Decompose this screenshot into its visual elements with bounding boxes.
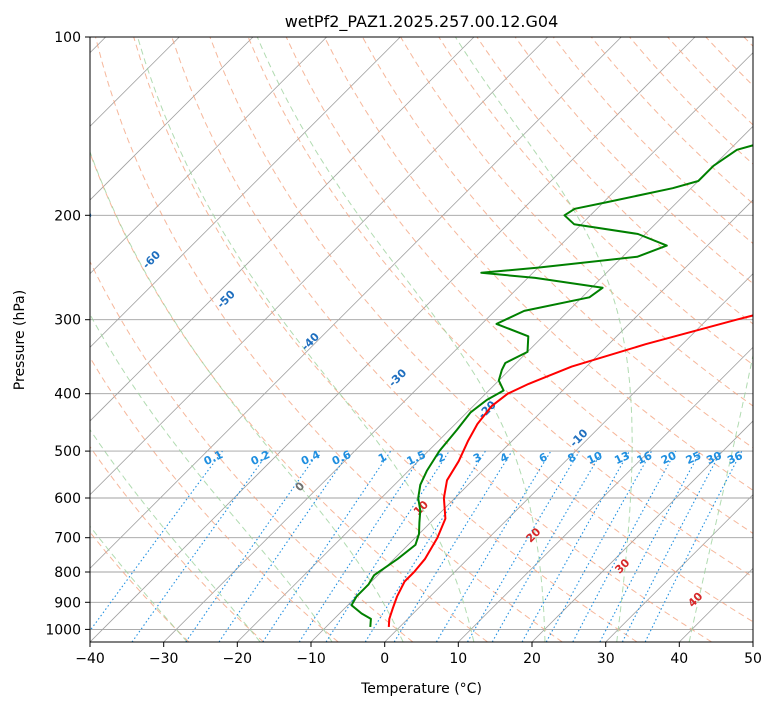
x-tick-label: 20 — [523, 651, 541, 667]
dry-adiabat-line — [209, 37, 753, 623]
y-tick-label: 500 — [54, 444, 81, 460]
isotherm-line — [90, 37, 254, 201]
x-tick-label: 50 — [744, 651, 762, 667]
y-tick-label: 100 — [54, 30, 81, 46]
mixing-ratio-label: 30 — [704, 449, 724, 467]
mixing-ratio-label: 36 — [725, 449, 745, 467]
mixing-ratio-line — [572, 450, 677, 642]
isotherm-line — [605, 494, 753, 642]
x-tick-label: 30 — [597, 651, 615, 667]
dry-adiabat-line — [476, 37, 753, 325]
y-tick-label: 1000 — [45, 622, 81, 638]
dry-adiabat-line — [323, 37, 753, 491]
moist-adiabat-line — [688, 352, 753, 642]
dry-adiabat-line — [133, 37, 638, 642]
background-lines — [90, 37, 753, 642]
profile-series — [350, 144, 753, 627]
mixing-ratio-label: 16 — [635, 449, 655, 467]
x-tick-label: −30 — [149, 651, 179, 667]
mixing-ratio-label: 20 — [659, 449, 679, 467]
mixing-ratio-line — [644, 450, 743, 642]
y-axis: 100 200 300 400 500 600 700 800 900 1000 — [45, 30, 90, 638]
moist-adiabat-line — [90, 150, 404, 642]
moist-adiabat-line — [90, 313, 333, 642]
isotherm-line — [90, 37, 475, 422]
dry-adiabat-line — [247, 37, 753, 578]
moist-adiabat-line — [90, 525, 188, 642]
y-tick-label: 300 — [54, 313, 81, 329]
mixing-ratio-line — [131, 450, 270, 642]
isotherm-line — [90, 37, 548, 496]
dry-adiabat-line — [90, 356, 339, 642]
y-tick-label: 400 — [54, 387, 81, 403]
x-tick-label: −20 — [223, 651, 253, 667]
isotherm-line — [90, 37, 401, 348]
x-tick-label: −40 — [75, 651, 105, 667]
y-tick-label: 200 — [54, 208, 81, 224]
y-tick-label: 900 — [54, 595, 81, 611]
isotherm-line — [90, 37, 696, 642]
dry-adiabat-line — [90, 445, 264, 642]
x-axis: −40 −30 −20 −10 0 10 20 30 40 50 — [75, 642, 762, 667]
moist-adiabat-line — [256, 37, 546, 642]
y-tick-label: 800 — [54, 565, 81, 581]
mixing-ratio-line — [393, 450, 513, 642]
mixing-ratio-line — [218, 450, 351, 642]
mixing-ratio-line — [325, 450, 450, 642]
x-axis-label: Temperature (°C) — [360, 681, 482, 697]
mixing-ratio-label: 10 — [585, 449, 605, 467]
x-tick-label: 0 — [380, 651, 389, 667]
dewpoint-profile-line — [350, 144, 753, 627]
chart-title: wetPf2_PAZ1.2025.257.00.12.G04 — [285, 12, 559, 32]
x-tick-label: 10 — [449, 651, 467, 667]
dry-adiabat-line — [285, 37, 753, 535]
mixing-ratio-label: 25 — [684, 449, 703, 467]
dry-adiabat-line — [514, 37, 753, 285]
y-axis-label: Pressure (hPa) — [12, 290, 28, 390]
moist-adiabat-line — [137, 37, 475, 642]
temperature-profile-line — [387, 314, 753, 627]
y-tick-label: 600 — [54, 491, 81, 507]
mixing-ratio-line — [521, 450, 630, 642]
plot-frame — [89, 36, 754, 643]
isotherm-line — [531, 420, 753, 642]
isotherm-line — [163, 52, 753, 642]
mixing-ratio-line — [90, 450, 223, 632]
isotherm-line — [90, 37, 327, 275]
mixing-ratio-line — [298, 450, 425, 642]
mixing-ratio-line — [262, 450, 392, 642]
dry-adiabat-label: -70 — [72, 207, 95, 230]
x-tick-label: 40 — [670, 651, 688, 667]
dry-adiabat-line — [95, 37, 563, 642]
isotherm-line — [458, 346, 753, 642]
mixing-ratio-label: 13 — [612, 449, 631, 467]
isotherm-line — [237, 125, 753, 642]
y-tick-label: 700 — [54, 531, 81, 547]
x-tick-label: −10 — [296, 651, 326, 667]
moist-adiabat-line — [90, 428, 261, 642]
isotherm-line — [90, 37, 622, 569]
mixing-ratio-line — [185, 450, 320, 642]
dry-adiabat-line — [171, 37, 712, 642]
isotherm-line — [384, 273, 753, 642]
mixing-ratio-line — [545, 450, 653, 642]
dry-adiabat-line — [90, 260, 414, 642]
